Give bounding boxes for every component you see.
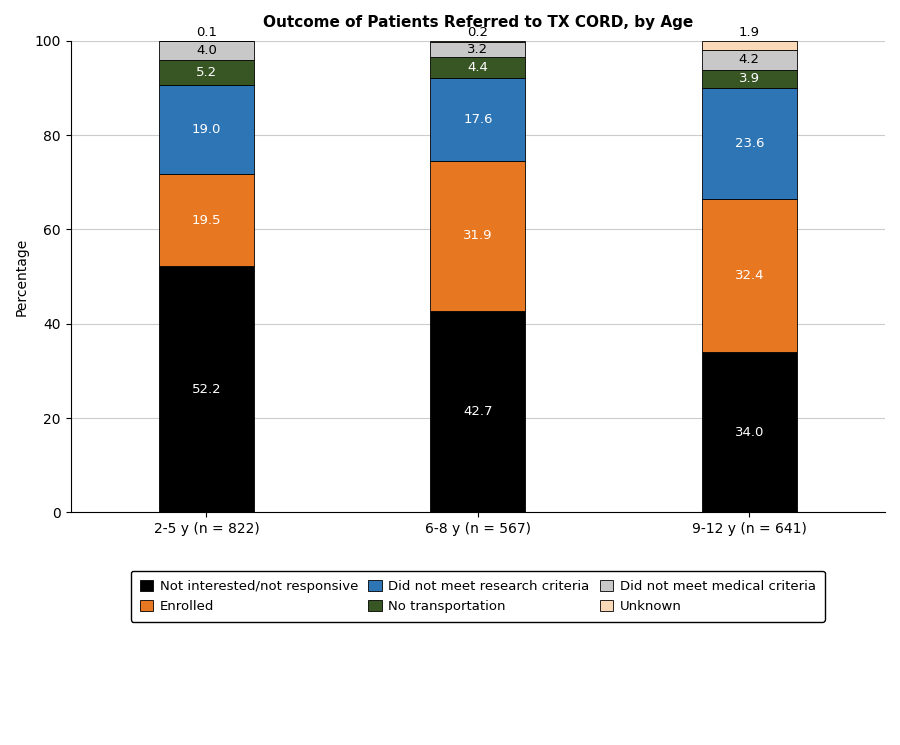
Bar bbox=[702, 50, 796, 69]
Bar bbox=[159, 42, 254, 60]
Bar bbox=[159, 174, 254, 266]
Title: Outcome of Patients Referred to TX CORD, by Age: Outcome of Patients Referred to TX CORD,… bbox=[263, 15, 693, 30]
Text: 5.2: 5.2 bbox=[196, 66, 217, 79]
Text: 19.5: 19.5 bbox=[192, 214, 221, 226]
Text: 3.9: 3.9 bbox=[739, 72, 760, 86]
Legend: Not interested/not responsive, Enrolled, Did not meet research criteria, No tran: Not interested/not responsive, Enrolled,… bbox=[130, 571, 825, 622]
Text: 19.0: 19.0 bbox=[192, 123, 221, 136]
Bar bbox=[702, 88, 796, 200]
Bar bbox=[159, 60, 254, 85]
Bar bbox=[430, 77, 526, 161]
Text: 31.9: 31.9 bbox=[464, 229, 492, 242]
Text: 52.2: 52.2 bbox=[192, 383, 221, 396]
Text: 3.2: 3.2 bbox=[467, 43, 489, 56]
Y-axis label: Percentage: Percentage bbox=[15, 238, 29, 316]
Bar bbox=[159, 85, 254, 174]
Text: 4.0: 4.0 bbox=[196, 44, 217, 57]
Bar bbox=[702, 69, 796, 88]
Text: 23.6: 23.6 bbox=[734, 137, 764, 150]
Text: 0.1: 0.1 bbox=[196, 27, 217, 39]
Bar bbox=[430, 41, 526, 42]
Text: 17.6: 17.6 bbox=[464, 112, 492, 126]
Text: 34.0: 34.0 bbox=[734, 425, 764, 439]
Text: 32.4: 32.4 bbox=[734, 269, 764, 282]
Bar bbox=[702, 352, 796, 513]
Bar bbox=[702, 41, 796, 50]
Bar bbox=[159, 266, 254, 513]
Text: 0.2: 0.2 bbox=[467, 27, 489, 39]
Text: 4.4: 4.4 bbox=[467, 61, 489, 74]
Text: 1.9: 1.9 bbox=[739, 27, 760, 39]
Bar bbox=[430, 161, 526, 311]
Text: 4.2: 4.2 bbox=[739, 53, 760, 66]
Text: 42.7: 42.7 bbox=[464, 405, 492, 418]
Bar bbox=[430, 311, 526, 513]
Bar bbox=[430, 42, 526, 57]
Bar bbox=[430, 57, 526, 77]
Bar bbox=[702, 200, 796, 352]
